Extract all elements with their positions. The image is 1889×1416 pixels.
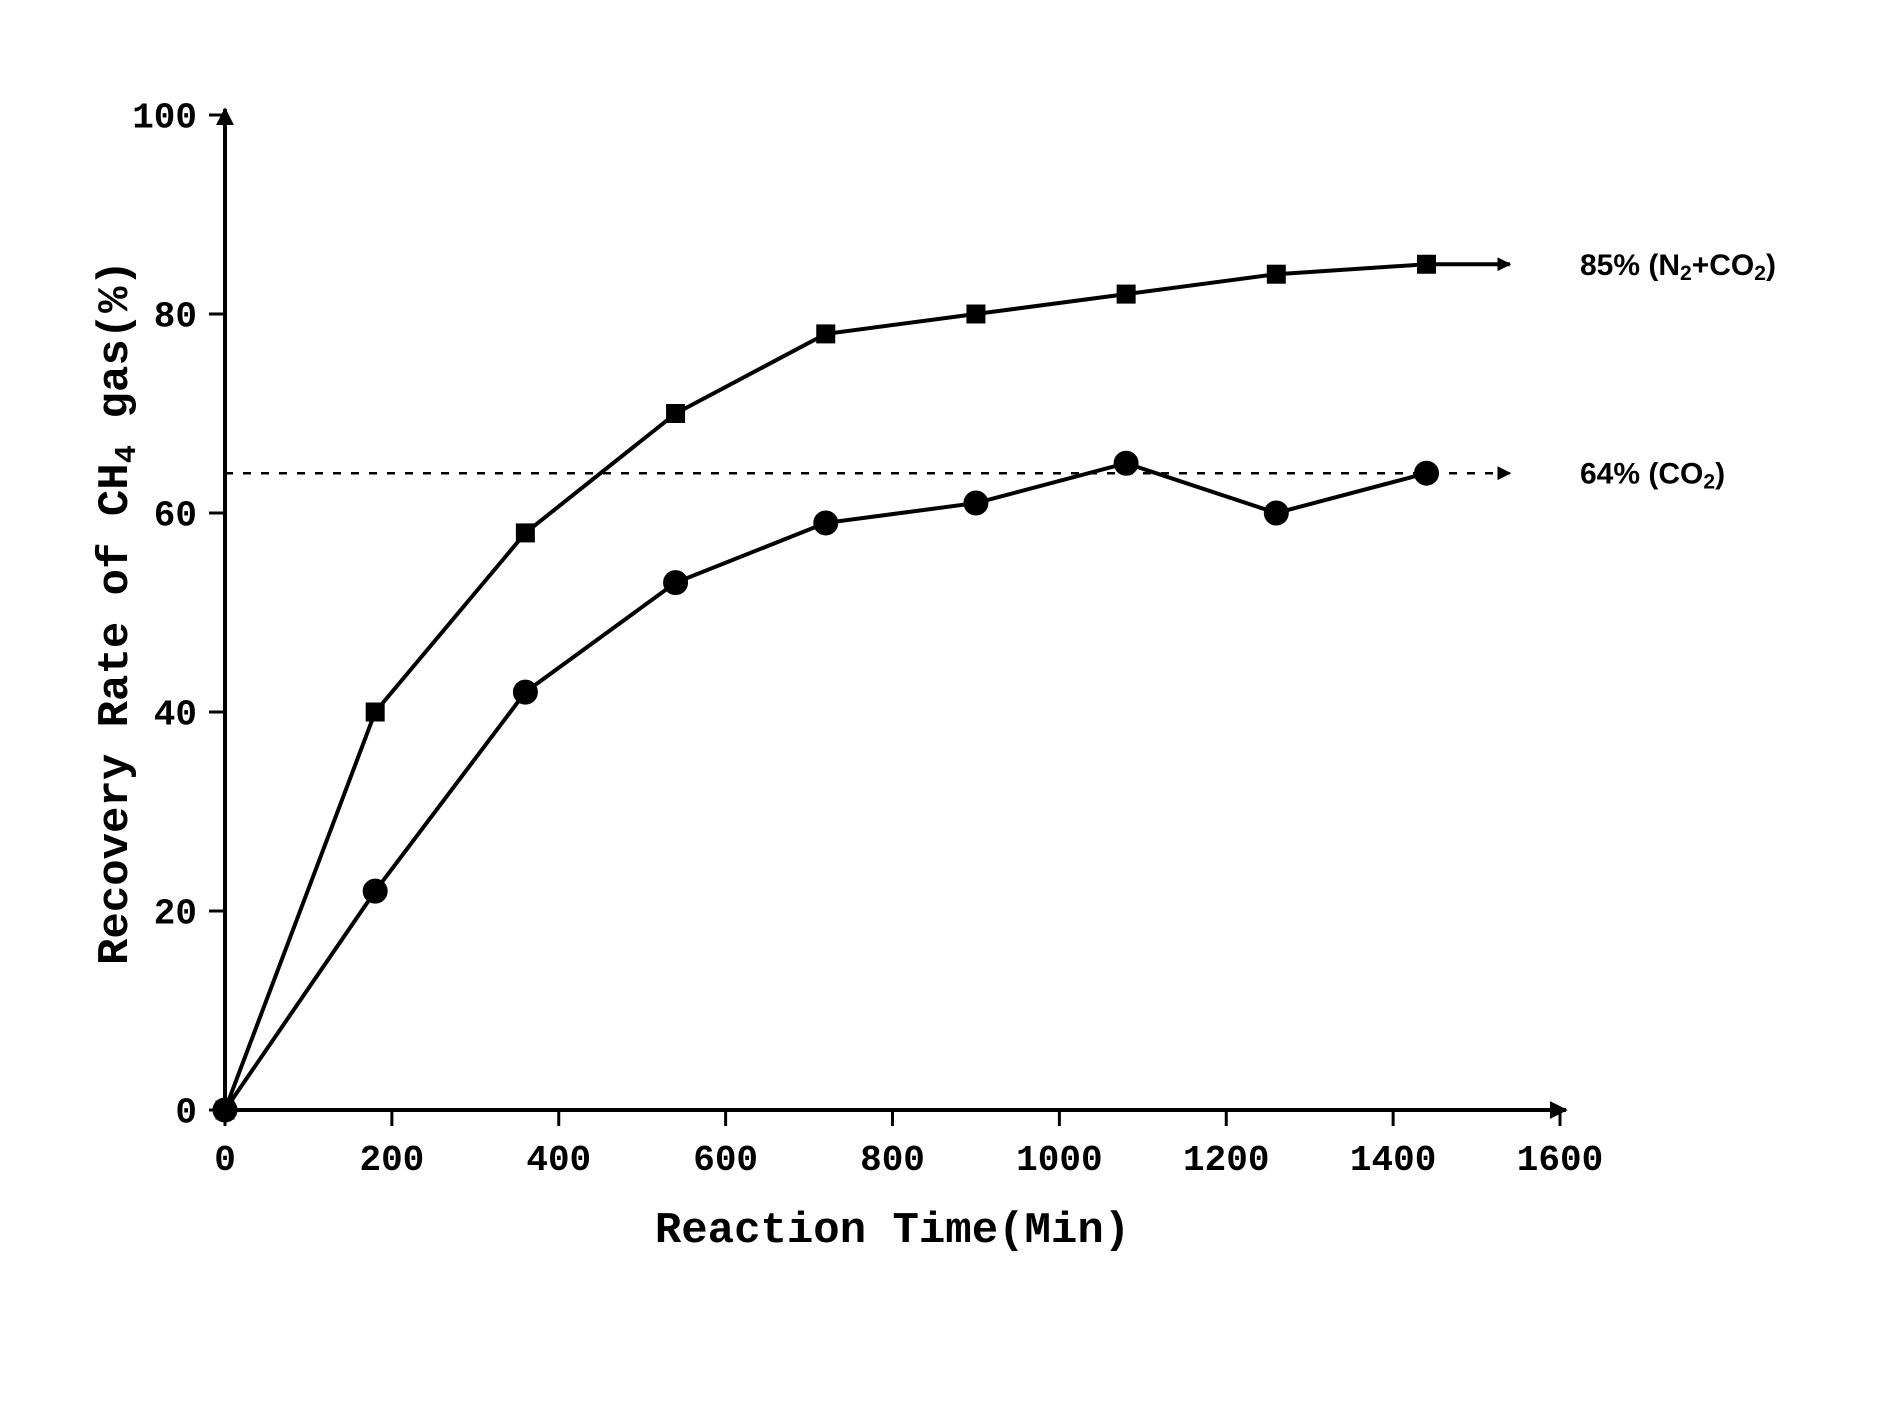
- marker-circle: [664, 571, 688, 595]
- marker-circle: [1114, 451, 1138, 475]
- x-axis-label: Reaction Time(Min): [655, 1206, 1130, 1256]
- marker-circle: [814, 511, 838, 535]
- chart-annotation: 85% (N2+CO2): [1580, 249, 1776, 285]
- x-tick-label: 200: [359, 1140, 424, 1181]
- x-tick-label: 800: [860, 1140, 925, 1181]
- marker-circle: [1415, 461, 1439, 485]
- chart-container: 0 200 400 600 800 1000 1200 1400 1600 0 20 40 60 80 10…: [0, 0, 1889, 1416]
- x-tick-label: 1000: [1016, 1140, 1102, 1181]
- y-tick-label: 100: [132, 98, 197, 139]
- chart-annotation: 64% (CO2): [1580, 458, 1725, 494]
- x-tick-label: 400: [526, 1140, 591, 1181]
- x-tick-label: 1200: [1183, 1140, 1269, 1181]
- x-tick-label: 600: [693, 1140, 758, 1181]
- marker-square: [967, 305, 985, 323]
- x-tick-label: 0: [214, 1140, 236, 1181]
- y-tick-label: 0: [175, 1093, 197, 1134]
- marker-square: [1117, 285, 1135, 303]
- y-tick-label: 20: [154, 894, 197, 935]
- marker-square: [817, 325, 835, 343]
- marker-circle: [363, 879, 387, 903]
- y-tick-label: 60: [154, 496, 197, 537]
- marker-square: [366, 703, 384, 721]
- x-tick-label: 1600: [1517, 1140, 1603, 1181]
- marker-circle: [1264, 501, 1288, 525]
- marker-circle: [513, 680, 537, 704]
- chart-svg: 0 200 400 600 800 1000 1200 1400 1600 0 20 40 60 80 10…: [0, 0, 1889, 1416]
- marker-circle: [213, 1098, 237, 1122]
- y-axis-label: Recovery Rate of CH4 gas(%): [91, 260, 145, 965]
- y-tick-label: 40: [154, 695, 197, 736]
- marker-square: [667, 405, 685, 423]
- x-tick-label: 1400: [1350, 1140, 1436, 1181]
- y-tick-label: 80: [154, 297, 197, 338]
- marker-circle: [964, 491, 988, 515]
- marker-square: [516, 524, 534, 542]
- marker-square: [1267, 265, 1285, 283]
- chart-background: [0, 0, 1889, 1416]
